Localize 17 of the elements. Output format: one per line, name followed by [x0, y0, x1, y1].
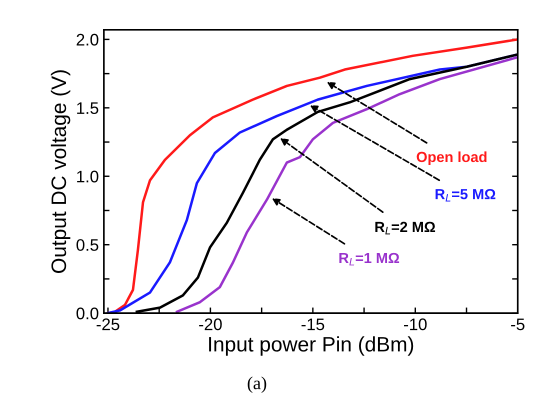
annotation: R$_{L}$=2 MΩ [375, 222, 436, 234]
x-tick-label: -20 [199, 318, 222, 330]
text: (a) [248, 376, 266, 393]
text: 0.0 [76, 308, 98, 320]
x-tick-label: -5 [511, 318, 524, 330]
x-tick-label: -15 [302, 318, 324, 330]
y-tick-label: 1.5 [77, 102, 98, 114]
annotation: R$_{L}$=5 MΩ [436, 188, 496, 202]
annotation: Open load [416, 151, 486, 166]
y-tick-label: 0.5 [76, 239, 98, 251]
x-tick-label: -10 [404, 318, 427, 330]
x-tick-label: -25 [96, 318, 120, 330]
y-tick-label: 1.0 [77, 170, 98, 182]
x-axis-title: Input power Pin (dBm) [209, 336, 414, 356]
annotation: R$_{L}$=1 MΩ [339, 252, 400, 266]
y-tick-label: 2.0 [76, 34, 98, 46]
y-axis-title: Output DC voltage (V) [50, 70, 70, 273]
